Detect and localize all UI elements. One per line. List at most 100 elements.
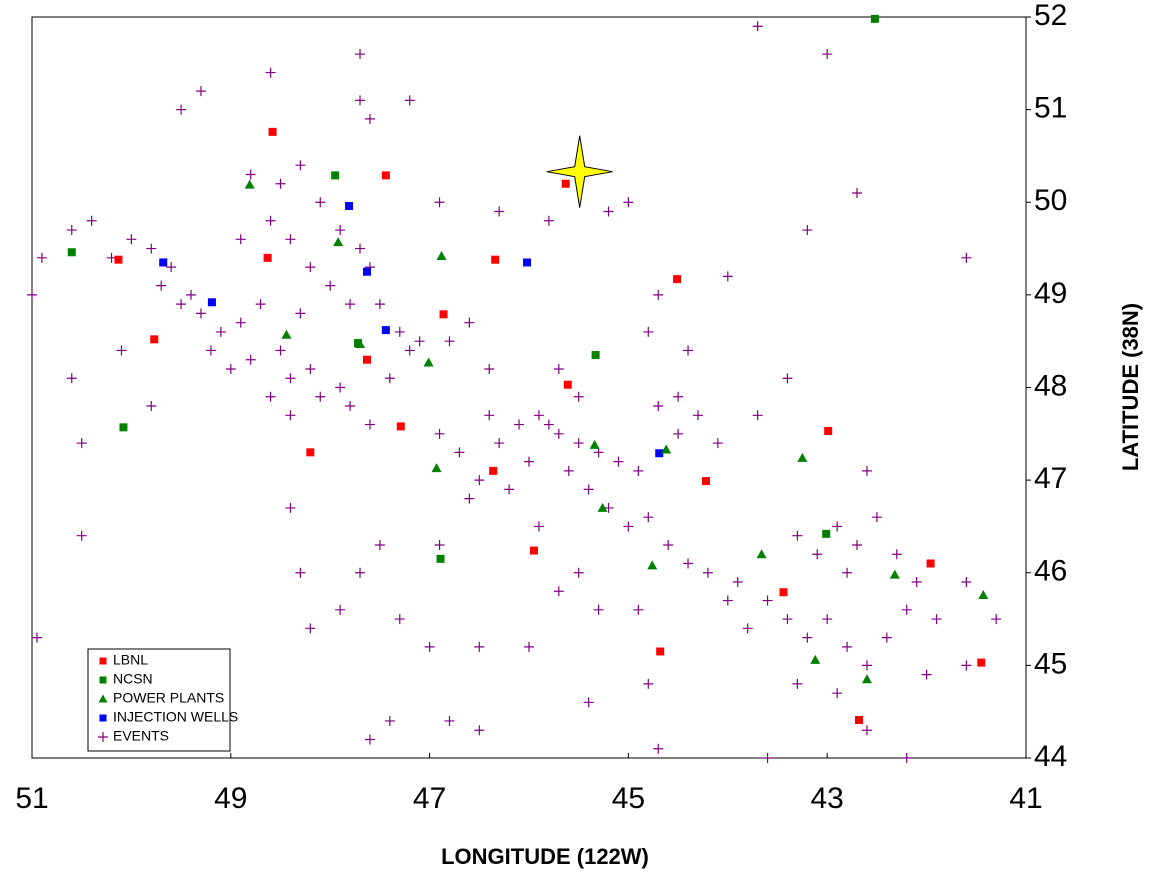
legend-label: INJECTION WELLS bbox=[113, 709, 238, 725]
plus-marker bbox=[424, 641, 435, 652]
star-marker bbox=[546, 135, 613, 208]
plus-marker bbox=[722, 271, 733, 282]
plus-marker bbox=[633, 604, 644, 615]
triangle-marker bbox=[597, 502, 608, 512]
plus-marker bbox=[484, 410, 495, 421]
triangle-marker bbox=[647, 560, 658, 570]
plus-marker bbox=[345, 401, 356, 412]
plus-marker bbox=[901, 753, 912, 763]
plus-marker bbox=[86, 215, 97, 226]
plus-marker bbox=[494, 206, 505, 217]
plus-marker bbox=[36, 252, 47, 263]
plus-marker bbox=[245, 169, 256, 180]
plus-marker bbox=[325, 280, 336, 291]
x-tick-label: 47 bbox=[413, 782, 446, 815]
marks bbox=[27, 14, 1002, 763]
plus-marker bbox=[355, 95, 366, 106]
y-tick-label: 52 bbox=[1034, 0, 1067, 32]
plus-marker bbox=[414, 336, 425, 347]
plus-marker bbox=[673, 428, 684, 439]
plus-marker bbox=[593, 447, 604, 458]
plus-marker bbox=[176, 104, 187, 115]
plus-marker bbox=[911, 577, 922, 588]
triangle-marker bbox=[333, 237, 344, 247]
triangle-marker bbox=[431, 463, 442, 473]
plus-marker bbox=[265, 215, 276, 226]
plus-marker bbox=[335, 225, 346, 236]
y-tick-label: 50 bbox=[1034, 184, 1067, 217]
plus-marker bbox=[573, 567, 584, 578]
legend-label: LBNL bbox=[113, 652, 148, 668]
plus-marker bbox=[265, 67, 276, 78]
plus-marker bbox=[434, 539, 445, 550]
plus-marker bbox=[573, 391, 584, 402]
plus-marker bbox=[782, 373, 793, 384]
square-marker bbox=[263, 253, 272, 262]
plus-marker bbox=[504, 484, 515, 495]
plus-marker bbox=[444, 715, 455, 726]
square-marker bbox=[870, 14, 879, 23]
square-marker bbox=[159, 258, 168, 267]
plus-marker bbox=[355, 243, 366, 254]
plus-marker bbox=[653, 743, 664, 754]
plus-marker bbox=[146, 243, 157, 254]
plus-marker bbox=[215, 326, 226, 337]
plus-marker bbox=[285, 410, 296, 421]
y-tick-label: 44 bbox=[1034, 740, 1067, 773]
square-marker bbox=[529, 546, 538, 555]
square-marker bbox=[268, 127, 277, 136]
plus-marker bbox=[802, 225, 813, 236]
square-marker bbox=[114, 255, 123, 264]
plus-marker bbox=[255, 299, 266, 310]
plus-marker bbox=[98, 732, 108, 742]
plus-marker bbox=[931, 614, 942, 625]
plus-marker bbox=[295, 160, 306, 171]
plus-marker bbox=[792, 530, 803, 541]
plus-marker bbox=[31, 632, 42, 643]
plus-marker bbox=[195, 86, 206, 97]
plus-marker bbox=[235, 317, 246, 328]
plus-marker bbox=[355, 567, 366, 578]
plus-marker bbox=[355, 49, 366, 60]
plus-marker bbox=[76, 530, 87, 541]
plus-marker bbox=[762, 753, 773, 763]
plus-marker bbox=[374, 299, 385, 310]
square-marker bbox=[362, 355, 371, 364]
plus-marker bbox=[76, 438, 87, 449]
square-marker bbox=[977, 658, 986, 667]
plus-marker bbox=[792, 678, 803, 689]
plus-marker bbox=[543, 215, 554, 226]
plus-marker bbox=[305, 363, 316, 374]
plus-marker bbox=[543, 419, 554, 430]
square-marker bbox=[396, 422, 405, 431]
plus-marker bbox=[653, 401, 664, 412]
plus-marker bbox=[444, 336, 455, 347]
plus-marker bbox=[891, 549, 902, 560]
plus-marker bbox=[176, 299, 187, 310]
triangle-marker bbox=[436, 250, 447, 260]
square-marker bbox=[489, 466, 498, 475]
square-marker bbox=[150, 335, 159, 344]
square-marker bbox=[207, 298, 216, 307]
plus-marker bbox=[404, 345, 415, 356]
plus-marker bbox=[126, 234, 137, 245]
plus-marker bbox=[673, 391, 684, 402]
plus-marker bbox=[712, 438, 723, 449]
triangle-marker bbox=[661, 444, 672, 454]
plus-marker bbox=[633, 465, 644, 476]
plus-marker bbox=[66, 373, 77, 384]
plus-marker bbox=[305, 623, 316, 634]
plus-marker bbox=[524, 641, 534, 652]
y-tick-label: 51 bbox=[1034, 92, 1067, 125]
plus-marker bbox=[722, 595, 733, 606]
plus-marker bbox=[533, 521, 544, 532]
triangle-marker bbox=[589, 439, 600, 449]
square-marker bbox=[563, 380, 572, 389]
plus-marker bbox=[533, 410, 544, 421]
legend-label: POWER PLANTS bbox=[113, 690, 224, 706]
x-tick-label: 51 bbox=[15, 782, 48, 815]
plus-marker bbox=[195, 308, 206, 319]
square-marker bbox=[306, 448, 315, 457]
plus-marker bbox=[285, 502, 296, 513]
